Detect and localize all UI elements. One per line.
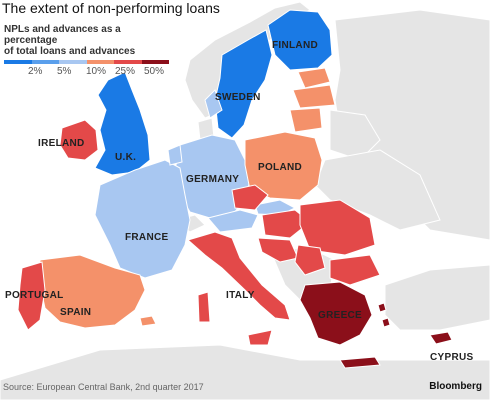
legend-title-line2: of total loans and advances [4,46,136,57]
source-note: Source: European Central Bank, 2nd quart… [3,382,204,392]
north-africa-shape [0,344,490,400]
portugal-shape [17,261,46,331]
label-poland: POLAND [258,162,302,173]
country-labels: FINLAND SWEDEN IRELAND U.K. GERMANY POLA… [5,40,474,363]
romania-shape [299,199,376,256]
legend-tick-5: 5% [57,66,72,77]
label-italy: ITALY [226,290,255,301]
cyprus-shape [429,331,453,345]
latvia-shape [292,84,336,109]
label-sweden: SWEDEN [215,92,261,103]
france-shape [94,159,191,279]
legend-swatch-1 [4,60,32,64]
label-germany: GERMANY [186,174,239,185]
label-finland: FINLAND [272,40,318,51]
tier-50plus-countries [299,281,453,369]
ireland-shape [59,119,99,161]
italy-shape [186,231,291,321]
legend-tick-50: 50% [144,66,165,77]
label-uk: U.K. [115,152,136,163]
czech-shape [231,184,269,211]
greek-island-2 [377,302,387,313]
turkey-shape [384,264,490,331]
legend-swatch-5 [114,60,142,64]
legend-swatch-3 [59,60,87,64]
legend-swatch-6 [141,60,169,64]
legend-title-line1: NPLs and advances as a percentage [4,24,121,46]
greece-shape [299,281,373,346]
austria-shape [207,209,259,233]
spain-shape [39,254,146,329]
greek-island-1 [381,317,391,328]
sardinia-shape [197,291,211,323]
bloomberg-logo: Bloomberg [429,381,482,392]
tier-5-countries [94,71,151,176]
legend-tick-10: 10% [86,66,107,77]
croatia-shape [257,237,299,263]
tier-25-countries [39,67,336,329]
label-spain: SPAIN [60,307,91,318]
chart-title: The extent of non-performing loans [2,0,220,16]
serbia-shape [294,244,326,276]
poland-shape [244,131,323,201]
legend-ticks: 2% 5% 10% 25% 50% [4,66,174,78]
netherlands-shape [167,144,183,166]
legend: NPLs and advances as a percentage of tot… [4,24,174,78]
finland-shape [267,9,333,71]
legend-tick-25: 25% [115,66,136,77]
legend-swatch-4 [86,60,114,64]
legend-color-bar [4,60,169,64]
label-cyprus: CYPRUS [430,352,474,363]
label-greece: GREECE [318,310,362,321]
ukraine-shape [314,149,441,231]
belarus-shape [329,109,381,161]
label-portugal: PORTUGAL [5,290,64,301]
lithuania-shape [289,107,323,133]
bulgaria-shape [329,254,381,286]
estonia-shape [297,67,331,89]
crete-shape [339,356,381,369]
hungary-shape [261,209,311,239]
label-france: FRANCE [125,232,168,243]
tier-50-countries [17,119,381,346]
uk-shape [94,71,151,176]
sicily-shape [247,329,273,346]
balearic-shape [139,315,157,327]
legend-swatch-2 [31,60,59,64]
legend-tick-2: 2% [28,66,43,77]
baltic-estonia-shape [204,89,223,119]
label-ireland: IRELAND [38,138,85,149]
